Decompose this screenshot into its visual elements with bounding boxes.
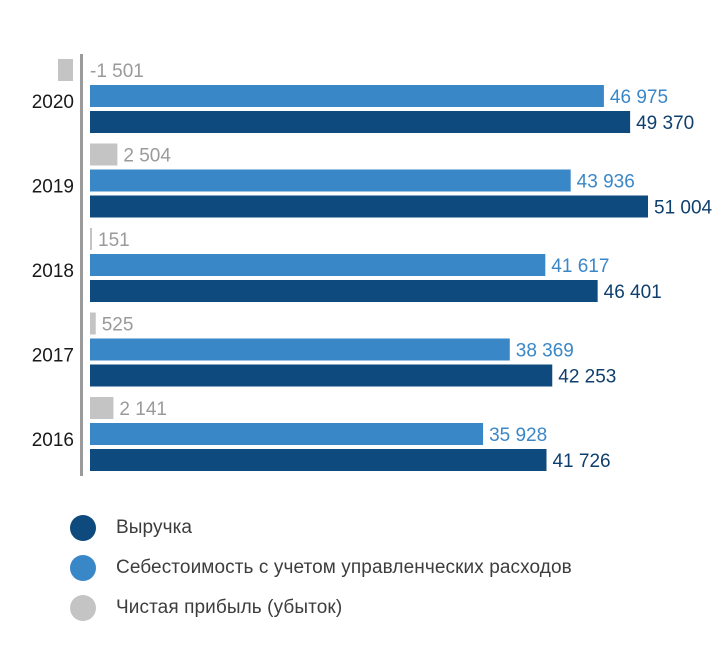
data-label-cost-2018: 41 617 [551, 256, 609, 277]
bar-rev-2020 [90, 111, 631, 133]
legend: Выручка Себестоимость с учетом управленч… [70, 508, 572, 628]
bar-chart: -1 501 46 975 49 370 2020 2 504 43 936 51 004 2… [32, 54, 713, 476]
bar-rev-2017 [90, 364, 553, 387]
data-label-cost-2017: 38 369 [516, 341, 574, 362]
category-label-2020: 2020 [32, 92, 74, 113]
legend-item-net-profit: Чистая прибыль (убыток) [70, 588, 572, 628]
data-label-rev-2019: 51 004 [654, 198, 713, 219]
bar-net-2017 [90, 312, 96, 335]
bar-net-2020 [58, 59, 73, 81]
data-label-rev-2016: 41 726 [552, 451, 610, 472]
legend-label-net-profit: Чистая прибыль (убыток) [116, 597, 343, 618]
bar-rev-2019 [90, 195, 648, 218]
category-label-2016: 2016 [32, 430, 74, 451]
data-label-rev-2018: 46 401 [604, 282, 662, 303]
data-label-rev-2020: 49 370 [636, 113, 694, 134]
bar-cost-2018 [90, 254, 546, 276]
legend-item-cost: Себестоимость с учетом управленческих ра… [70, 548, 572, 588]
category-label-2018: 2018 [32, 261, 74, 282]
bar-cost-2019 [90, 169, 571, 192]
data-label-net-2017: 525 [102, 315, 134, 336]
bar-net-2018 [90, 228, 92, 250]
bar-net-2019 [90, 143, 118, 166]
legend-label-cost: Себестоимость с учетом управленческих ра… [116, 557, 572, 578]
legend-swatch-net-profit [70, 595, 96, 621]
data-label-net-2019: 2 504 [123, 146, 171, 167]
bar-cost-2016 [90, 423, 484, 445]
bar-cost-2020 [90, 85, 604, 107]
bar-net-2016 [90, 397, 114, 419]
data-label-cost-2020: 46 975 [610, 87, 668, 108]
data-label-net-2018: 151 [98, 230, 130, 251]
legend-swatch-revenue [70, 515, 96, 541]
data-label-rev-2017: 42 253 [558, 367, 616, 388]
bar-rev-2016 [90, 449, 547, 471]
legend-label-revenue: Выручка [116, 517, 193, 538]
bar-cost-2017 [90, 338, 510, 361]
bar-rev-2018 [90, 280, 598, 302]
category-label-2017: 2017 [32, 346, 74, 367]
data-label-net-2020: -1 501 [90, 61, 144, 82]
data-label-cost-2019: 43 936 [577, 172, 635, 193]
data-label-cost-2016: 35 928 [489, 425, 547, 446]
data-label-net-2016: 2 141 [119, 399, 167, 420]
legend-swatch-cost [70, 555, 96, 581]
category-label-2019: 2019 [32, 177, 74, 198]
legend-item-revenue: Выручка [70, 508, 572, 548]
